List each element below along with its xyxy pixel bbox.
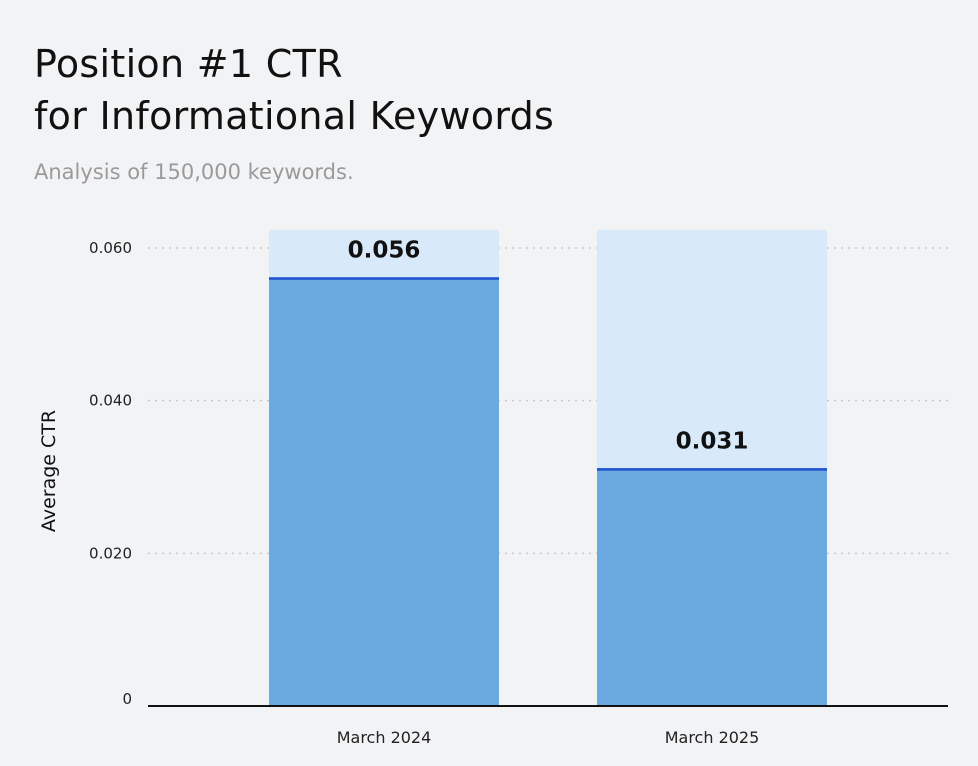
chart-title: Position #1 CTR for Informational Keywor… <box>34 38 554 142</box>
chart-subtitle: Analysis of 150,000 keywords. <box>34 160 354 184</box>
x-category-label: March 2025 <box>665 728 760 747</box>
data-label: 0.031 <box>676 428 749 454</box>
y-tick-label: 0 <box>122 690 132 708</box>
bar <box>269 278 499 706</box>
y-tick-label: 0.020 <box>89 544 132 562</box>
chart-title-line-1: Position #1 CTR <box>34 42 343 86</box>
y-tick-label: 0.040 <box>89 392 132 410</box>
data-label: 0.056 <box>348 238 421 264</box>
gridlines <box>148 247 948 555</box>
y-tick-label: 0.060 <box>89 239 132 257</box>
bar <box>597 469 827 706</box>
y-axis-label: Average CTR <box>38 410 60 532</box>
chart-title-line-2: for Informational Keywords <box>34 94 555 138</box>
x-category-label: March 2024 <box>337 728 432 747</box>
labels: 0 0.020 0.040 0.060 0.056 March 2024 0.031 Marc… <box>38 238 759 747</box>
bars <box>269 230 827 706</box>
